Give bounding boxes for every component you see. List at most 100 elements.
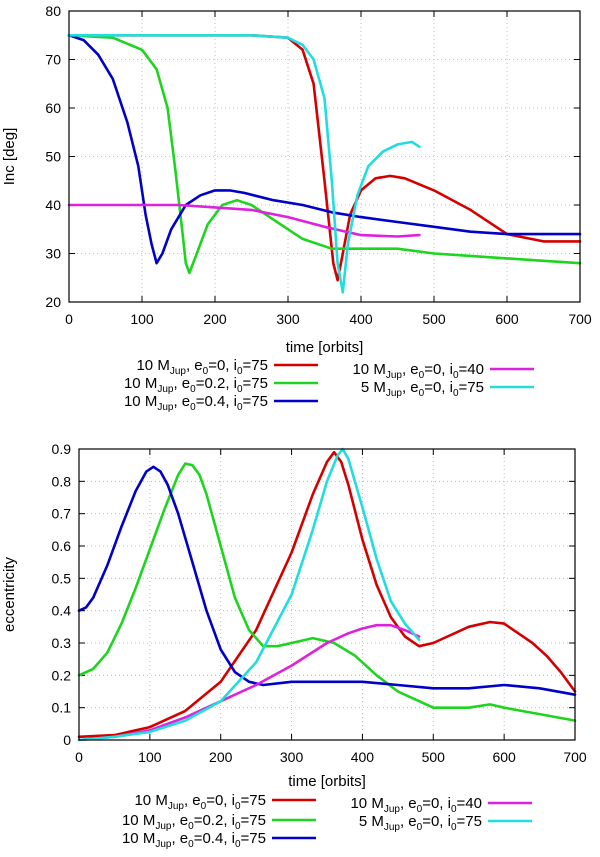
y-tick-label: 30 bbox=[45, 246, 61, 262]
legend-subscript: Jup bbox=[384, 822, 401, 833]
legend-text: , e bbox=[171, 812, 188, 829]
y-axis-label: Inc [deg] bbox=[1, 128, 18, 186]
y-tick-label: 0 bbox=[63, 732, 71, 748]
legend-text: =0, i bbox=[424, 379, 453, 396]
y-tick-label: 0.2 bbox=[52, 667, 72, 683]
legend-text: =75 bbox=[241, 812, 266, 829]
inc-series-s2 bbox=[67, 34, 582, 275]
legend-subscript: Jup bbox=[155, 839, 172, 850]
plot-frame bbox=[78, 448, 576, 741]
legend-subscript: 0 bbox=[417, 822, 423, 833]
x-tick-label: 300 bbox=[276, 311, 300, 327]
y-tick-label: 20 bbox=[45, 294, 61, 310]
legend-subscript: 0 bbox=[237, 366, 243, 377]
legend-label: 10 MJup, e0=0.2, i0=75 bbox=[124, 375, 268, 395]
legend-subscript: 0 bbox=[419, 370, 425, 381]
legend-subscript: 0 bbox=[453, 388, 459, 399]
legend-subscript: Jup bbox=[386, 388, 403, 399]
legend-text: , e bbox=[186, 357, 203, 374]
legend-subscript: 0 bbox=[190, 384, 196, 395]
legend-subscript: 0 bbox=[235, 839, 241, 850]
legend-text: =0.4, i bbox=[194, 830, 235, 847]
legend-subscript: 0 bbox=[237, 384, 243, 395]
ecc-series-s4 bbox=[77, 623, 421, 742]
x-axis-label: time [orbits] bbox=[286, 339, 364, 356]
y-tick-label: 50 bbox=[45, 149, 61, 165]
inc-series-s1 bbox=[67, 34, 582, 282]
legend-text: , e bbox=[173, 375, 190, 392]
x-tick-label: 100 bbox=[130, 311, 154, 327]
x-tick-label: 300 bbox=[280, 749, 304, 765]
legend-text: 5 M bbox=[361, 379, 386, 396]
legend-text: =0, i bbox=[208, 357, 237, 374]
legend-text: =75 bbox=[241, 830, 266, 847]
ecc-series-s5 bbox=[77, 447, 421, 742]
y-tick-label: 0.9 bbox=[52, 441, 72, 457]
legend-subscript: 0 bbox=[451, 804, 457, 815]
legend-subscript: Jup bbox=[157, 384, 174, 395]
legend-text: 10 M bbox=[124, 375, 157, 392]
legend-text: =75 bbox=[457, 813, 482, 830]
legend-text: 10 M bbox=[122, 830, 155, 847]
ecc-series-s3 bbox=[77, 465, 577, 696]
legend-label: 10 MJup, e0=0, i0=75 bbox=[136, 357, 268, 377]
legend-subscript: 0 bbox=[190, 402, 196, 413]
legend-text: 10 M bbox=[350, 795, 383, 812]
x-tick-label: 400 bbox=[351, 749, 375, 765]
legend-subscript: 0 bbox=[203, 366, 209, 377]
legend-subscript: 0 bbox=[188, 839, 194, 850]
legend-text: =75 bbox=[243, 357, 268, 374]
legend-subscript: 0 bbox=[201, 801, 207, 812]
x-tick-label: 500 bbox=[422, 311, 446, 327]
y-tick-label: 80 bbox=[45, 3, 61, 19]
legend-text: 10 M bbox=[124, 393, 157, 410]
legend-label: 10 MJup, e0=0, i0=40 bbox=[352, 361, 484, 381]
x-tick-label: 200 bbox=[203, 311, 227, 327]
inc-series-s3 bbox=[67, 34, 582, 265]
y-tick-label: 0.3 bbox=[52, 635, 72, 651]
legend-text: , e bbox=[184, 792, 201, 809]
legend-subscript: Jup bbox=[384, 804, 401, 815]
legend-text: =0, i bbox=[206, 792, 235, 809]
ecc-chart: 0 0.1 0.2 0.3 0.4 0.5 0.6 0.7 0.8 0.9 0 100 200 300 40… bbox=[1, 441, 587, 850]
legend-text: =0, i bbox=[422, 795, 451, 812]
legend-label: 10 MJup, e0=0.2, i0=75 bbox=[122, 812, 266, 832]
legend-subscript: 0 bbox=[417, 804, 423, 815]
y-tick-label: 0.6 bbox=[52, 538, 72, 554]
legend-text: , e bbox=[400, 795, 417, 812]
legend-label: 10 MJup, e0=0, i0=75 bbox=[134, 792, 266, 812]
x-tick-label: 400 bbox=[349, 311, 373, 327]
legend-label: 5 MJup, e0=0, i0=75 bbox=[361, 379, 484, 399]
legend-text: 5 M bbox=[359, 813, 384, 830]
legend-subscript: Jup bbox=[386, 370, 403, 381]
x-tick-label: 200 bbox=[209, 749, 233, 765]
legend-text: 10 M bbox=[136, 357, 169, 374]
y-tick-label: 0.8 bbox=[52, 473, 72, 489]
plot-frame bbox=[68, 10, 581, 303]
ecc-series-s2 bbox=[77, 462, 577, 722]
legend-text: 10 M bbox=[122, 812, 155, 829]
legend-text: 10 M bbox=[352, 361, 385, 378]
y-tick-label: 40 bbox=[45, 197, 61, 213]
y-tick-label: 60 bbox=[45, 100, 61, 116]
legend-text: =75 bbox=[241, 792, 266, 809]
legend-subscript: Jup bbox=[170, 366, 187, 377]
legend-text: =0.2, i bbox=[196, 375, 237, 392]
legend-text: , e bbox=[402, 379, 419, 396]
x-tick-label: 700 bbox=[563, 749, 587, 765]
x-tick-label: 0 bbox=[75, 749, 83, 765]
legend-label: 5 MJup, e0=0, i0=75 bbox=[359, 813, 482, 833]
legend-label: 10 MJup, e0=0.4, i0=75 bbox=[124, 393, 268, 413]
legend-subscript: 0 bbox=[419, 388, 425, 399]
legend-subscript: 0 bbox=[235, 801, 241, 812]
legend-text: , e bbox=[402, 361, 419, 378]
y-tick-label: 70 bbox=[45, 52, 61, 68]
legend-text: =40 bbox=[459, 361, 484, 378]
x-tick-label: 600 bbox=[495, 311, 519, 327]
legend-label: 10 MJup, e0=0, i0=40 bbox=[350, 795, 482, 815]
legend-subscript: 0 bbox=[235, 821, 241, 832]
y-tick-label: 0.5 bbox=[52, 570, 72, 586]
legend-text: , e bbox=[400, 813, 417, 830]
legend-text: =0, i bbox=[422, 813, 451, 830]
